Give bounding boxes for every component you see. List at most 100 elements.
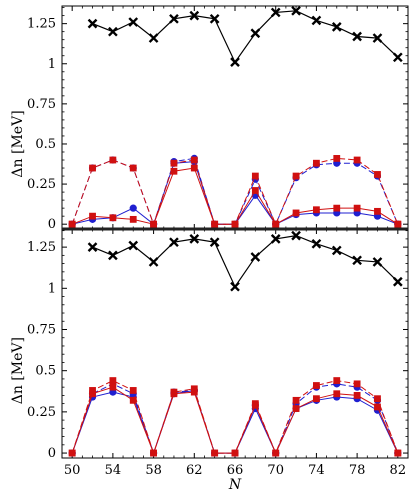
data-point xyxy=(148,257,159,267)
x-tick-label: 82 xyxy=(390,463,407,478)
data-point xyxy=(108,26,118,37)
data-point xyxy=(128,17,139,27)
y-tick-label: 0 xyxy=(48,217,56,232)
data-point xyxy=(170,388,178,396)
data-point xyxy=(313,206,320,214)
data-point xyxy=(129,164,137,172)
data-point xyxy=(189,10,200,21)
data-point xyxy=(230,57,240,67)
data-point xyxy=(353,204,361,212)
data-point xyxy=(109,377,117,384)
data-point xyxy=(292,172,300,180)
x-tick-label: 54 xyxy=(105,463,122,478)
y-tick-label: 1.25 xyxy=(27,17,56,32)
y-tick-label: 0.25 xyxy=(27,405,56,420)
y-tick-label: 1 xyxy=(48,281,56,296)
x-tick-label: 62 xyxy=(186,463,203,478)
series-line xyxy=(72,161,398,226)
data-point xyxy=(129,387,137,394)
data-point xyxy=(313,382,320,389)
data-point xyxy=(190,385,198,393)
data-point xyxy=(109,383,117,391)
data-point xyxy=(250,252,261,262)
data-point xyxy=(374,207,381,215)
x-axis-label: N xyxy=(228,477,242,490)
data-point xyxy=(128,240,139,251)
data-point xyxy=(333,377,341,384)
y-tick-label: 1 xyxy=(48,57,56,72)
y-tick-label: 0 xyxy=(48,446,56,461)
data-point xyxy=(231,449,239,457)
data-point xyxy=(372,257,383,267)
data-point xyxy=(331,22,342,32)
data-point xyxy=(292,405,300,412)
data-point xyxy=(331,245,342,256)
data-point xyxy=(353,156,361,164)
data-point xyxy=(372,33,383,43)
series-line xyxy=(72,167,399,225)
data-point xyxy=(311,15,322,26)
data-point xyxy=(87,242,98,252)
data-point xyxy=(169,237,179,248)
y-axis-label: Δn [MeV] xyxy=(10,110,26,177)
data-point xyxy=(292,209,300,217)
data-point xyxy=(190,156,198,164)
data-point xyxy=(190,164,198,172)
panel-bottom: 0 0.25 0.5 0.75 1 1.25 50 54 58 62 66 70 74 78 82 Δn [M… xyxy=(10,228,409,490)
data-point xyxy=(250,28,261,39)
data-point xyxy=(392,276,403,287)
data-point xyxy=(394,220,402,228)
y-tick-label: 0.5 xyxy=(35,137,56,152)
data-point xyxy=(272,220,280,228)
data-point xyxy=(333,390,341,398)
data-point xyxy=(129,396,137,404)
data-point xyxy=(270,7,281,18)
data-point xyxy=(291,5,301,16)
y-axis-label: Δn [MeV] xyxy=(10,337,26,404)
data-point xyxy=(89,212,96,220)
data-point xyxy=(292,396,300,404)
y-tick-label: 1.25 xyxy=(27,240,56,255)
plot-frame xyxy=(61,5,409,230)
data-point xyxy=(189,234,200,244)
data-point xyxy=(129,204,137,212)
data-point xyxy=(148,33,159,43)
data-point xyxy=(374,403,381,411)
series-line xyxy=(71,380,399,455)
data-point xyxy=(333,204,341,212)
data-point xyxy=(251,400,259,408)
data-point xyxy=(87,18,98,29)
data-point xyxy=(333,155,341,162)
data-point xyxy=(352,255,362,266)
data-point xyxy=(313,159,320,167)
data-point xyxy=(211,220,219,228)
data-point xyxy=(270,234,281,244)
x-tick-label: 50 xyxy=(64,463,81,478)
data-point xyxy=(209,237,220,248)
plot-frame xyxy=(61,228,409,459)
series-line xyxy=(92,10,399,64)
data-point xyxy=(129,215,137,223)
data-point xyxy=(68,220,76,228)
y-tick-label: 0.75 xyxy=(27,97,56,112)
y-tick-label: 0.75 xyxy=(27,322,56,337)
data-point xyxy=(170,159,178,167)
y-tick-label: 0.25 xyxy=(27,177,56,192)
data-point xyxy=(109,156,117,164)
data-point xyxy=(89,387,96,394)
data-point xyxy=(170,167,178,175)
data-point xyxy=(150,220,157,228)
series-line xyxy=(92,234,399,288)
data-point xyxy=(291,230,301,241)
data-point xyxy=(313,395,320,403)
data-point xyxy=(230,281,240,292)
x-tick-label: 58 xyxy=(145,463,162,478)
x-tick-label: 74 xyxy=(308,463,325,478)
data-point xyxy=(311,238,322,249)
series-line xyxy=(71,386,399,455)
data-point xyxy=(251,172,259,180)
x-tick-label: 78 xyxy=(349,463,366,478)
data-point xyxy=(374,395,381,403)
x-tick-label: 66 xyxy=(227,463,244,478)
